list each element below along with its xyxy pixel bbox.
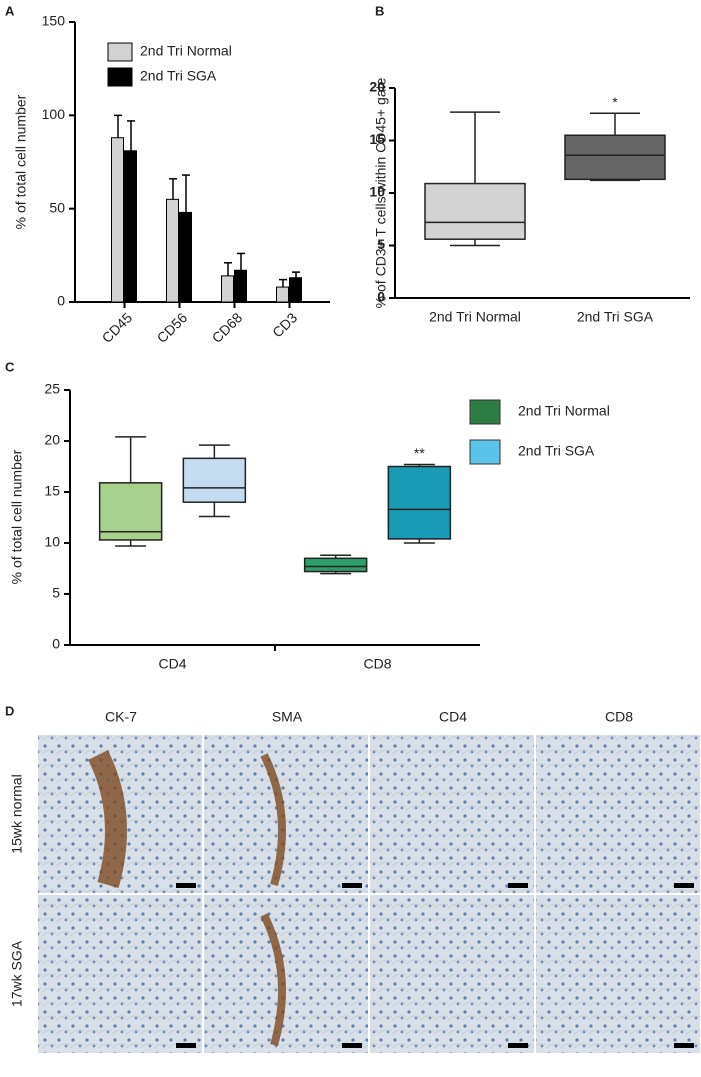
box <box>182 457 247 503</box>
y-tick-label: 0 <box>57 293 65 309</box>
y-tick-label: 25 <box>44 381 60 397</box>
y-tick-label: 15 <box>369 131 385 147</box>
panel-letter: A <box>5 3 15 18</box>
y-tick-label: 150 <box>42 13 66 29</box>
x-tick-label: 2nd Tri SGA <box>577 309 654 325</box>
stained-structure <box>260 913 286 1047</box>
legend-swatch <box>107 67 133 87</box>
x-tick-label: CD45 <box>99 309 136 346</box>
y-tick-label: 20 <box>369 79 385 95</box>
micrograph <box>370 735 534 893</box>
x-tick-label: CD56 <box>154 309 191 346</box>
scale-bar <box>342 883 362 888</box>
scale-bar <box>674 883 694 888</box>
stained-structure <box>260 753 286 887</box>
bar <box>234 269 247 303</box>
y-tick-label: 100 <box>42 106 66 122</box>
y-tick-label: 10 <box>369 184 385 200</box>
column-label: CD8 <box>605 709 633 725</box>
micrograph <box>204 895 368 1053</box>
legend-swatch <box>469 399 501 425</box>
scale-bar <box>674 1043 694 1048</box>
row-label: 15wk normal <box>9 774 25 853</box>
x-tick-label: CD3 <box>269 309 300 340</box>
box <box>303 557 368 573</box>
x-tick-label: CD4 <box>158 656 186 672</box>
micrograph <box>370 895 534 1053</box>
scale-bar <box>176 883 196 888</box>
x-tick-label: CD68 <box>209 309 246 346</box>
y-tick-label: 15 <box>44 483 60 499</box>
column-label: SMA <box>272 709 303 725</box>
scale-bar <box>508 1043 528 1048</box>
y-tick-label: 50 <box>49 199 65 215</box>
legend-label: 2nd Tri SGA <box>518 443 595 459</box>
annotation: * <box>612 94 618 110</box>
panel-letter: D <box>5 703 14 718</box>
scale-bar <box>508 883 528 888</box>
bar <box>221 275 234 303</box>
column-label: CK-7 <box>105 709 137 725</box>
box <box>387 465 452 540</box>
panel-letter: C <box>5 359 15 374</box>
y-tick-label: 0 <box>52 636 60 652</box>
box <box>564 134 666 181</box>
bar <box>289 277 302 303</box>
y-axis-label: % of total cell number <box>13 94 29 229</box>
bar <box>276 286 289 303</box>
column-label: CD4 <box>439 709 467 725</box>
micrograph <box>38 895 202 1053</box>
micrograph <box>536 895 700 1053</box>
x-tick-label: CD8 <box>363 656 391 672</box>
legend-swatch <box>469 439 501 465</box>
legend-label: 2nd Tri Normal <box>140 43 232 59</box>
bar <box>166 198 179 303</box>
box <box>424 182 526 240</box>
y-tick-label: 20 <box>44 432 60 448</box>
y-axis-label: % of CD3+ T cells within CD45+ gate <box>373 77 389 308</box>
legend-label: 2nd Tri Normal <box>518 403 610 419</box>
y-tick-label: 5 <box>377 236 385 252</box>
panel-letter: B <box>375 3 384 18</box>
row-label: 17wk SGA <box>9 940 25 1007</box>
micrograph <box>536 735 700 893</box>
x-tick-label: 2nd Tri Normal <box>429 309 521 325</box>
bar <box>111 137 124 303</box>
y-tick-label: 0 <box>377 289 385 305</box>
micrograph <box>204 735 368 893</box>
y-axis-label: % of total cell number <box>9 449 25 584</box>
box <box>98 482 163 541</box>
y-tick-label: 5 <box>52 585 60 601</box>
bar <box>124 150 137 303</box>
scale-bar <box>342 1043 362 1048</box>
y-tick-label: 10 <box>44 534 60 550</box>
legend-label: 2nd Tri SGA <box>140 68 217 84</box>
annotation: ** <box>414 445 425 461</box>
bar <box>179 211 192 303</box>
stained-structure <box>88 750 127 889</box>
scale-bar <box>176 1043 196 1048</box>
legend-swatch <box>107 42 133 62</box>
